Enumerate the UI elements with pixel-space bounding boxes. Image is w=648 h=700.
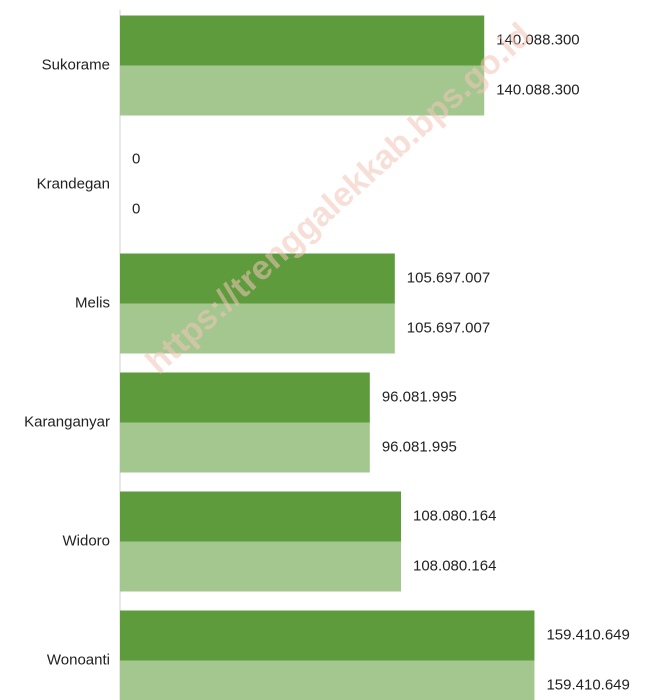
bar <box>120 15 485 66</box>
bar <box>120 610 535 661</box>
bar <box>120 253 395 304</box>
bar <box>120 491 402 542</box>
data-label: 105.697.007 <box>407 269 490 286</box>
bar <box>120 372 370 423</box>
data-label: 0 <box>132 200 140 217</box>
data-label: 96.081.995 <box>382 438 457 455</box>
y-tick-label: Wonoanti <box>47 651 110 668</box>
y-tick-label: Karanganyar <box>24 413 110 430</box>
data-label: 108.080.164 <box>413 507 496 524</box>
data-label: 159.410.649 <box>546 626 629 643</box>
data-label: 108.080.164 <box>413 557 496 574</box>
bar <box>120 660 535 700</box>
bar <box>120 422 370 473</box>
bar <box>120 303 395 354</box>
y-tick-label: Sukorame <box>42 56 110 73</box>
data-label: 96.081.995 <box>382 388 457 405</box>
data-label: 0 <box>132 150 140 167</box>
y-tick-label: Widoro <box>62 532 110 549</box>
bar <box>120 541 402 592</box>
y-tick-label: Krandegan <box>37 175 110 192</box>
data-label: 159.410.649 <box>546 676 629 693</box>
data-label: 105.697.007 <box>407 319 490 336</box>
y-tick-label: Melis <box>75 294 110 311</box>
data-label: 140.088.300 <box>496 81 579 98</box>
bar <box>120 65 485 116</box>
data-label: 140.088.300 <box>496 31 579 48</box>
